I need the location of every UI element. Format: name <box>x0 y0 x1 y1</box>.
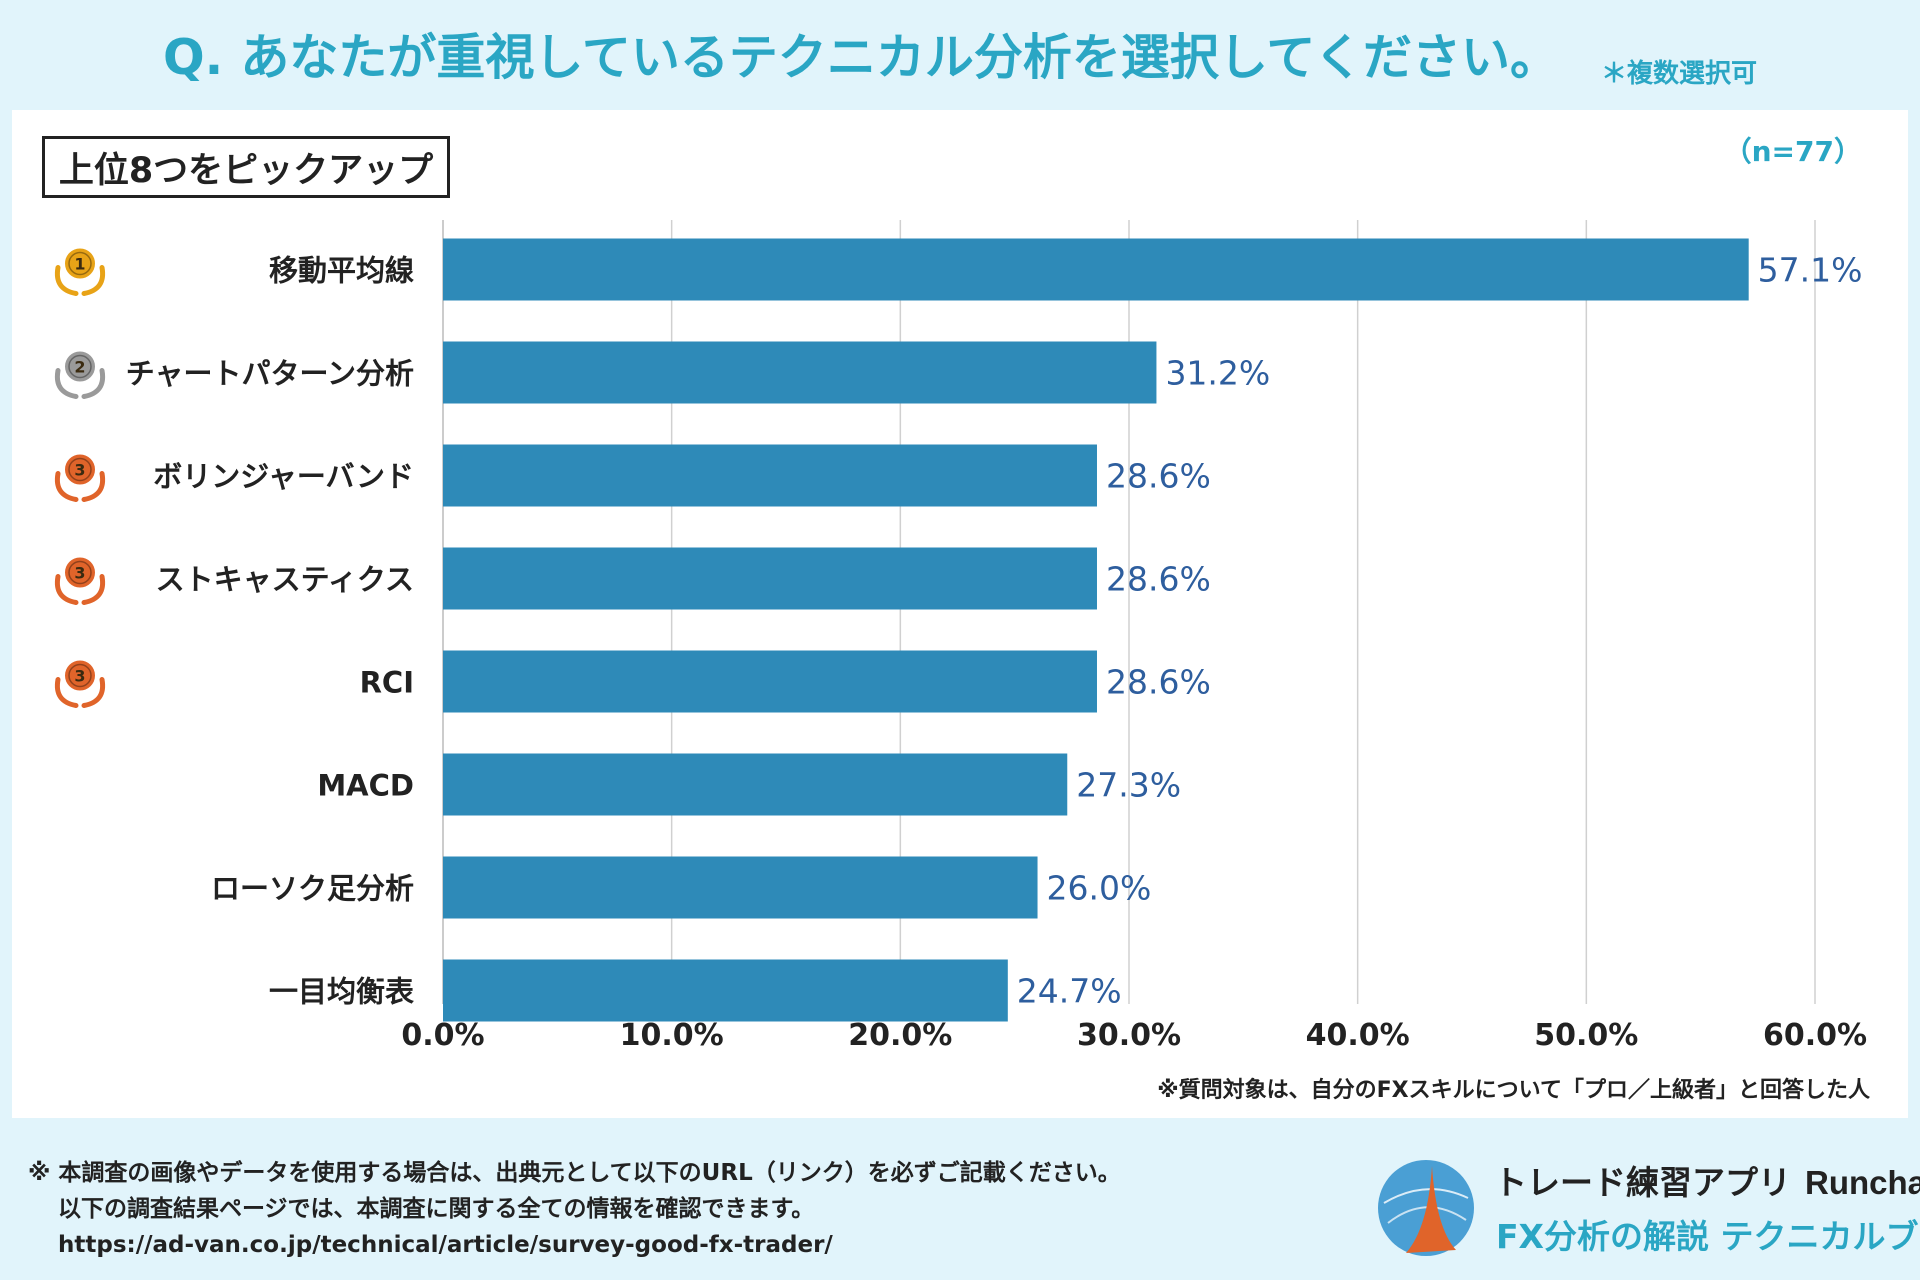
bar <box>443 547 1097 610</box>
medal-inner-ring <box>68 560 92 585</box>
brand-subtitle: FX分析の解説 テクニカルブック <box>1496 1217 1920 1256</box>
medal-inner-ring <box>68 354 92 379</box>
bar <box>443 444 1097 507</box>
brand-latin: Runcha <box>1805 1164 1920 1201</box>
category-label: ボリンジャーバンド <box>153 460 414 494</box>
category-label: ストキャスティクス <box>156 563 414 597</box>
bar <box>443 650 1097 713</box>
bar <box>443 856 1038 919</box>
medal-inner-ring <box>68 663 92 688</box>
category-label: チャートパターン分析 <box>126 357 414 391</box>
category-label: RCI <box>360 666 414 700</box>
medal-laurel-left <box>54 677 79 708</box>
medal-inner-ring <box>68 457 92 482</box>
data-label: 24.7% <box>1017 972 1122 1011</box>
medal-rank: 3 <box>74 461 85 480</box>
question-text: Q. あなたが重視しているテクニカル分析を選択してください。 <box>163 29 1559 86</box>
runcha-logo-icon <box>1378 1160 1474 1256</box>
data-label: 31.2% <box>1165 354 1270 393</box>
x-tick-label: 0.0% <box>401 1018 484 1053</box>
data-label: 26.0% <box>1047 869 1152 908</box>
medal-laurel-left <box>54 368 79 399</box>
disclaimer-line-1: ※ 本調査の画像やデータを使用する場合は、出典元として以下のURL（リンク）を必… <box>28 1160 1121 1186</box>
category-label: 一目均衡表 <box>269 975 414 1009</box>
disclaimer-line-2: 以下の調査結果ページでは、本調査に関する全ての情報を確認できます。 <box>58 1196 815 1222</box>
x-tick-label: 30.0% <box>1077 1018 1181 1053</box>
chart-footnote: ※質問対象は、自分のFXスキルについて「プロ／上級者」と回答した人 <box>1157 1078 1870 1103</box>
bar <box>443 753 1068 816</box>
x-tick-label: 10.0% <box>620 1018 724 1053</box>
brand-app-name: トレード練習アプリ <box>1494 1163 1791 1202</box>
usage-disclaimer: ※ 本調査の画像やデータを使用する場合は、出典元として以下のURL（リンク）を必… <box>28 1155 1121 1263</box>
medal-laurel-left <box>54 574 79 605</box>
medal-laurel-left <box>54 265 79 296</box>
medal-laurel-left <box>54 471 79 502</box>
medal-rank: 3 <box>74 667 85 686</box>
data-label: 28.6% <box>1106 560 1211 599</box>
medal-rank: 2 <box>74 358 85 377</box>
category-label: ローソク足分析 <box>211 872 414 906</box>
medal-rank: 1 <box>74 255 85 274</box>
medal-laurel-right <box>81 574 106 605</box>
data-label: 28.6% <box>1106 457 1211 496</box>
data-label: 28.6% <box>1106 663 1211 702</box>
page-title: Q. あなたが重視しているテクニカル分析を選択してください。 ＊複数選択可 <box>0 18 1920 90</box>
x-tick-label: 50.0% <box>1534 1018 1638 1053</box>
medal-inner-ring <box>68 251 92 276</box>
bar <box>443 238 1749 301</box>
pickup-label: 上位8つをピックアップ <box>42 136 450 198</box>
x-tick-label: 40.0% <box>1306 1018 1410 1053</box>
medal-rank: 3 <box>74 564 85 583</box>
medal-laurel-right <box>81 368 106 399</box>
x-tick-label: 20.0% <box>848 1018 952 1053</box>
category-label: MACD <box>317 769 414 803</box>
bar <box>443 341 1157 404</box>
medal-icon <box>63 452 97 487</box>
medal-laurel-right <box>81 471 106 502</box>
brand-name: トレード練習アプリ Runcha <box>1494 1156 1920 1204</box>
medal-icon <box>63 349 97 384</box>
category-label: 移動平均線 <box>269 254 414 288</box>
medal-laurel-right <box>81 265 106 296</box>
bar <box>443 959 1008 1022</box>
medal-laurel-right <box>81 677 106 708</box>
multi-select-note: ＊複数選択可 <box>1600 59 1757 89</box>
medal-icon <box>63 658 97 693</box>
medal-icon <box>63 246 97 281</box>
source-url-link[interactable]: https://ad-van.co.jp/technical/article/s… <box>58 1232 833 1258</box>
data-label: 57.1% <box>1758 251 1863 290</box>
x-tick-label: 60.0% <box>1763 1018 1867 1053</box>
data-label: 27.3% <box>1076 766 1181 805</box>
medal-icon <box>63 555 97 590</box>
sample-size: （n=77） <box>1723 135 1862 168</box>
